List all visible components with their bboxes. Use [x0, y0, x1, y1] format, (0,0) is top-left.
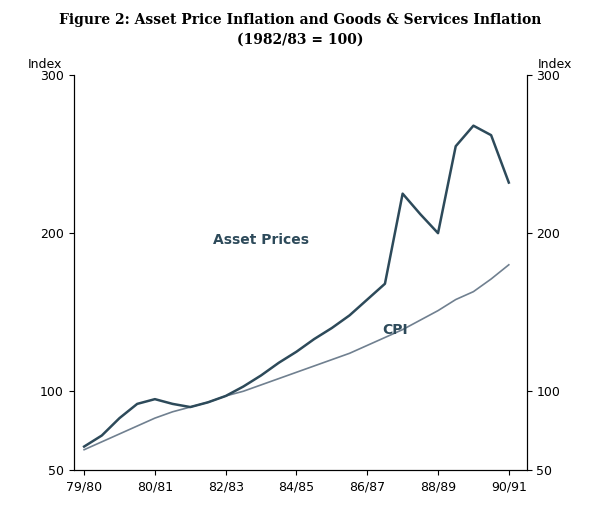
Text: Figure 2: Asset Price Inflation and Goods & Services Inflation: Figure 2: Asset Price Inflation and Good… — [59, 13, 541, 27]
Text: Asset Prices: Asset Prices — [213, 233, 309, 247]
Text: Index: Index — [28, 58, 62, 71]
Text: CPI: CPI — [383, 323, 409, 337]
Text: Index: Index — [538, 58, 572, 71]
Text: (1982/83 = 100): (1982/83 = 100) — [237, 33, 363, 47]
